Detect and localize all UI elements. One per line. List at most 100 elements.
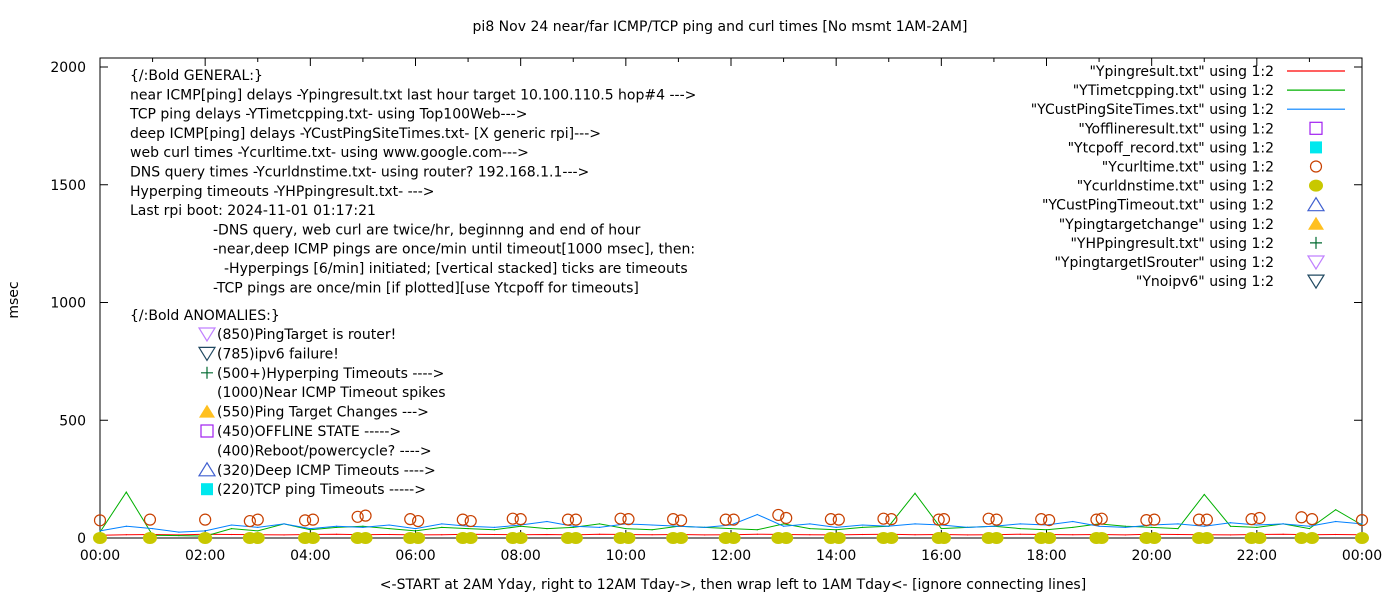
circle-icon: [569, 513, 582, 526]
anomaly-line: (450)OFFLINE STATE ----->: [217, 424, 401, 440]
circle-icon: [243, 514, 256, 528]
y-axis-label: msec: [6, 281, 22, 318]
circle-icon: [351, 510, 364, 523]
dot-icon: [513, 532, 528, 544]
square-icon: [1310, 141, 1322, 154]
series-2-point: [651, 524, 653, 526]
series-6-point: [884, 532, 899, 544]
series-1-point: [1335, 509, 1337, 511]
annotation-line: TCP ping delays -YTimetcpping.txt- using…: [129, 107, 527, 123]
legend-marker: [1310, 236, 1322, 249]
circle-icon: [1305, 513, 1319, 526]
series-0-point: [1177, 533, 1179, 536]
legend-marker: [1310, 141, 1322, 154]
y-tick-label: 1000: [50, 296, 86, 312]
annotation-line: deep ICMP[ping] delays -YCustPingSiteTim…: [130, 126, 601, 142]
annotation-line: DNS query times -Ycurldnstime.txt- using…: [130, 165, 589, 181]
circle-icon: [1200, 513, 1213, 526]
circle-icon: [982, 512, 995, 525]
series-5-point: [990, 513, 1003, 526]
series-5-point: [719, 513, 732, 526]
dot-icon: [568, 532, 583, 544]
square-icon: [1309, 121, 1323, 135]
series-5-point: [506, 512, 519, 525]
circle-icon: [885, 513, 898, 526]
series-2-point: [99, 530, 101, 532]
legend-marker: [1306, 196, 1326, 212]
series-2-point: [1282, 523, 1284, 525]
series-1-point: [730, 527, 732, 530]
x-tick-label: 00:00: [1342, 548, 1382, 564]
dot-icon: [1309, 179, 1323, 192]
series-2-point: [178, 531, 180, 533]
circle-icon: [614, 512, 627, 525]
series-2-point: [125, 525, 127, 527]
series-1-point: [914, 492, 916, 494]
circle-icon: [1253, 511, 1266, 525]
series-1-point: [940, 527, 942, 530]
series-5-point: [514, 513, 527, 526]
series-5-point: [1355, 514, 1369, 527]
series-0-point: [441, 534, 443, 536]
series-2-point: [993, 525, 995, 527]
series-2-point: [1308, 525, 1311, 527]
series-2-point: [572, 525, 574, 527]
legend-label: "Ycurltime.txt" using 1:2: [1102, 160, 1274, 176]
series-2-point: [704, 526, 706, 529]
series-6-point: [463, 532, 478, 544]
series-1-point: [546, 527, 548, 530]
plus-icon: [1310, 236, 1322, 249]
series-2-point: [1256, 524, 1258, 526]
series-0-point: [493, 533, 495, 536]
dot-icon: [884, 532, 899, 544]
series-1-point: [178, 535, 180, 537]
series-6-point: [568, 532, 583, 544]
series-2-point: [835, 526, 837, 529]
anomaly-marker: [197, 461, 217, 477]
series-2-point: [1335, 520, 1337, 523]
legend-label: "Ypingtargetchange" using 1:2: [1059, 217, 1274, 233]
dot-icon: [621, 532, 636, 544]
anomaly-line: (220)TCP ping Timeouts ----->: [217, 482, 426, 498]
series-6-point: [726, 532, 741, 544]
series-5-point: [780, 511, 793, 525]
series-5-point: [885, 513, 898, 526]
series-1-point: [1045, 529, 1048, 531]
x-tick-label: 10:00: [606, 548, 646, 564]
series-0-point: [1072, 534, 1074, 536]
dot-icon: [142, 532, 157, 544]
series-5-point: [1140, 514, 1153, 527]
annotation-line: -DNS query, web curl are twice/hr, begin…: [213, 222, 641, 238]
series-2-point: [230, 524, 233, 526]
x-tick-label: 12:00: [711, 548, 751, 564]
series-1-point: [625, 527, 627, 530]
series-1-point: [756, 529, 758, 531]
series-1-point: [1308, 527, 1311, 530]
legend-marker: [1309, 179, 1323, 192]
dot-icon: [1355, 532, 1369, 544]
circle-icon: [404, 513, 417, 526]
series-1-point: [336, 526, 338, 529]
series-5-point: [1295, 511, 1308, 524]
series-6-point: [1042, 532, 1057, 544]
circle-icon: [143, 513, 157, 526]
legend-label: "Yofflineresult.txt" using 1:2: [1078, 121, 1274, 137]
anomaly-marker: [199, 404, 215, 418]
circle-icon: [1140, 514, 1153, 527]
series-5-point: [622, 513, 635, 526]
dot-icon: [1042, 532, 1057, 544]
dot-icon: [989, 532, 1004, 544]
series-0-point: [1019, 533, 1021, 535]
series-0-point: [809, 534, 811, 536]
dot-icon: [1147, 532, 1162, 544]
series-0-point: [598, 533, 601, 535]
series-1-point: [861, 526, 864, 529]
circle-icon: [1192, 513, 1206, 526]
dot-icon: [831, 532, 846, 544]
dot-icon: [779, 532, 794, 544]
anomaly-line: (850)PingTarget is router!: [217, 327, 396, 343]
legend-label: "YHPpingresult.txt" using 1:2: [1070, 236, 1274, 252]
series-0-point: [1229, 534, 1232, 536]
series-6-point: [142, 532, 157, 544]
legend-label: "Ypingresult.txt" using 1:2: [1089, 64, 1274, 80]
